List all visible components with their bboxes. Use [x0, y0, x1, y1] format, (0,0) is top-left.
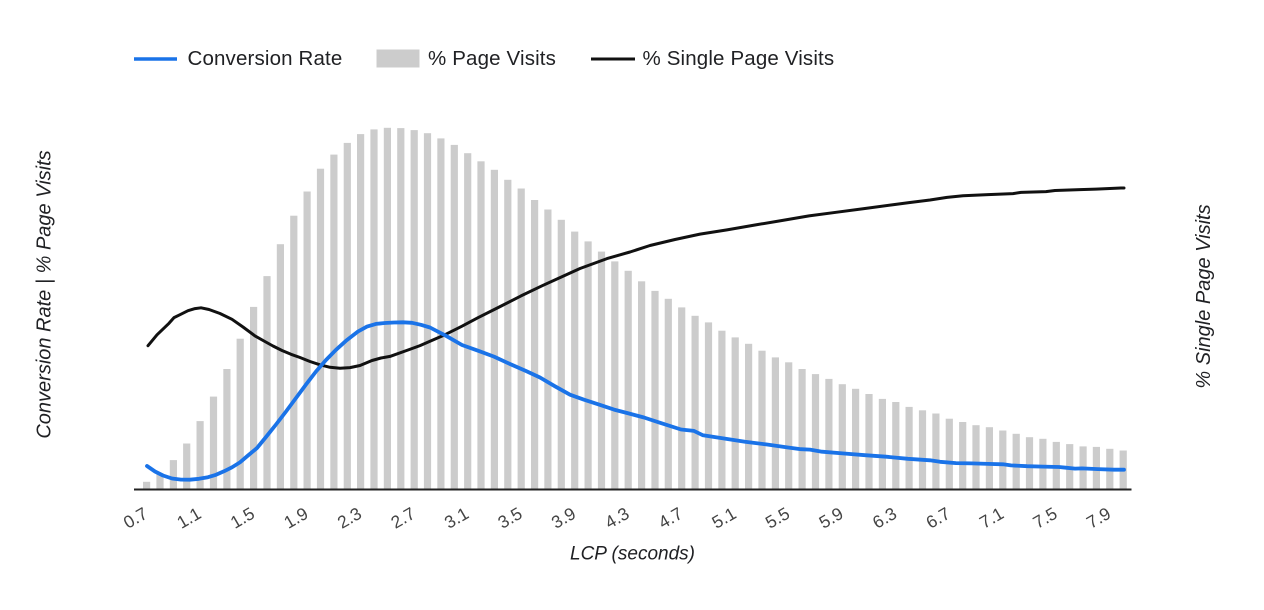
svg-text:1.1: 1.1 [173, 503, 204, 532]
svg-text:% Single Page Visits: % Single Page Visits [1193, 204, 1215, 388]
svg-text:4.3: 4.3 [601, 503, 632, 532]
svg-text:4.7: 4.7 [655, 503, 686, 532]
svg-text:7.5: 7.5 [1030, 503, 1061, 532]
svg-text:7.9: 7.9 [1083, 503, 1114, 532]
svg-text:5.9: 5.9 [816, 503, 847, 532]
svg-text:Conversion Rate | % Page Visit: Conversion Rate | % Page Visits [34, 150, 56, 438]
svg-text:% Single Page Visits: % Single Page Visits [643, 47, 835, 70]
svg-text:5.5: 5.5 [762, 503, 793, 532]
svg-text:0.7: 0.7 [120, 503, 151, 532]
svg-text:3.1: 3.1 [441, 503, 472, 532]
svg-text:1.5: 1.5 [227, 503, 258, 532]
svg-text:Conversion Rate: Conversion Rate [188, 47, 343, 70]
svg-text:% Page Visits: % Page Visits [428, 47, 556, 70]
svg-text:1.9: 1.9 [280, 503, 311, 532]
svg-text:3.5: 3.5 [494, 503, 525, 532]
svg-text:6.7: 6.7 [923, 503, 954, 532]
svg-text:2.7: 2.7 [387, 503, 418, 532]
svg-text:6.3: 6.3 [869, 503, 900, 532]
svg-text:2.3: 2.3 [334, 503, 365, 532]
svg-text:7.1: 7.1 [976, 503, 1007, 532]
svg-text:3.9: 3.9 [548, 503, 579, 532]
svg-text:5.1: 5.1 [708, 503, 739, 532]
svg-text:LCP (seconds): LCP (seconds) [570, 544, 695, 565]
